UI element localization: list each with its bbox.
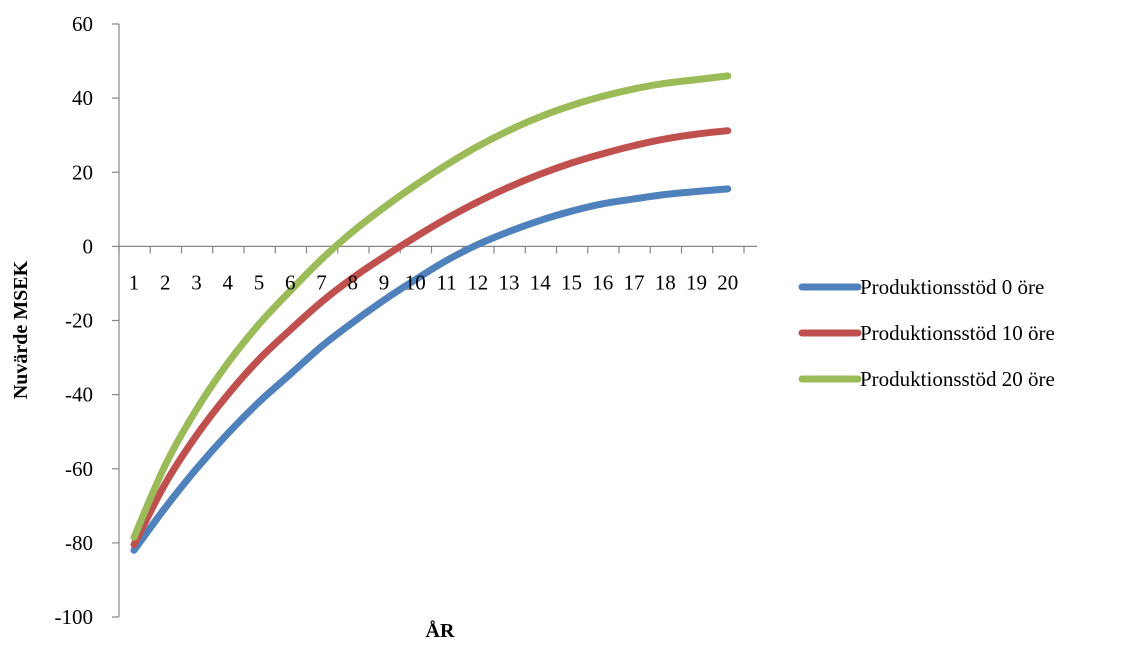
series-line-1 [130,127,732,549]
y-tick-label: -40 [65,383,93,407]
y-tick-label: -100 [55,605,94,629]
legend-label-1: Produktionsstöd 10 öre [860,321,1055,345]
x-tick-label: 14 [530,270,552,294]
x-tick-label: 11 [436,270,456,294]
y-tick-label: 0 [83,234,94,258]
axes [112,23,757,618]
y-tick-label: 60 [72,12,93,36]
x-tick-label: 13 [499,270,520,294]
series-line-0 [130,185,732,554]
series-line-2 [130,72,732,541]
y-tick-label: 20 [72,160,93,184]
legend: Produktionsstöd 0 öre Produktionsstöd 10 … [798,275,1055,391]
x-tick-label: 12 [467,270,488,294]
x-tick-label: 6 [285,270,296,294]
x-tick-label: 16 [592,270,613,294]
x-axis-title: ÅR [426,619,455,642]
x-tick-label: 7 [316,270,327,294]
y-tick-label: 40 [72,86,93,110]
x-tick-label: 20 [717,270,738,294]
x-tick-label: 17 [624,270,645,294]
series-lines [130,72,732,554]
y-axis-title: Nuvärde MSEK [10,260,32,399]
x-tick-label: 18 [655,270,676,294]
y-tick-label: -20 [65,309,93,333]
x-tick-label: 4 [223,270,234,294]
y-tick-label: -60 [65,457,93,481]
x-tick-label: 3 [191,270,202,294]
x-tick-label: 15 [561,270,582,294]
x-tick-label: 19 [686,270,707,294]
x-tick-label: 8 [348,270,359,294]
x-tick-label: 1 [129,270,140,294]
legend-label-2: Produktionsstöd 20 öre [860,367,1055,391]
x-tick-label: 2 [160,270,171,294]
x-tick-label: 5 [254,270,265,294]
y-tick-label: -80 [65,531,93,555]
legend-label-0: Produktionsstöd 0 öre [860,275,1044,299]
x-tick-label: 9 [379,270,390,294]
x-tick-label: 10 [405,270,426,294]
